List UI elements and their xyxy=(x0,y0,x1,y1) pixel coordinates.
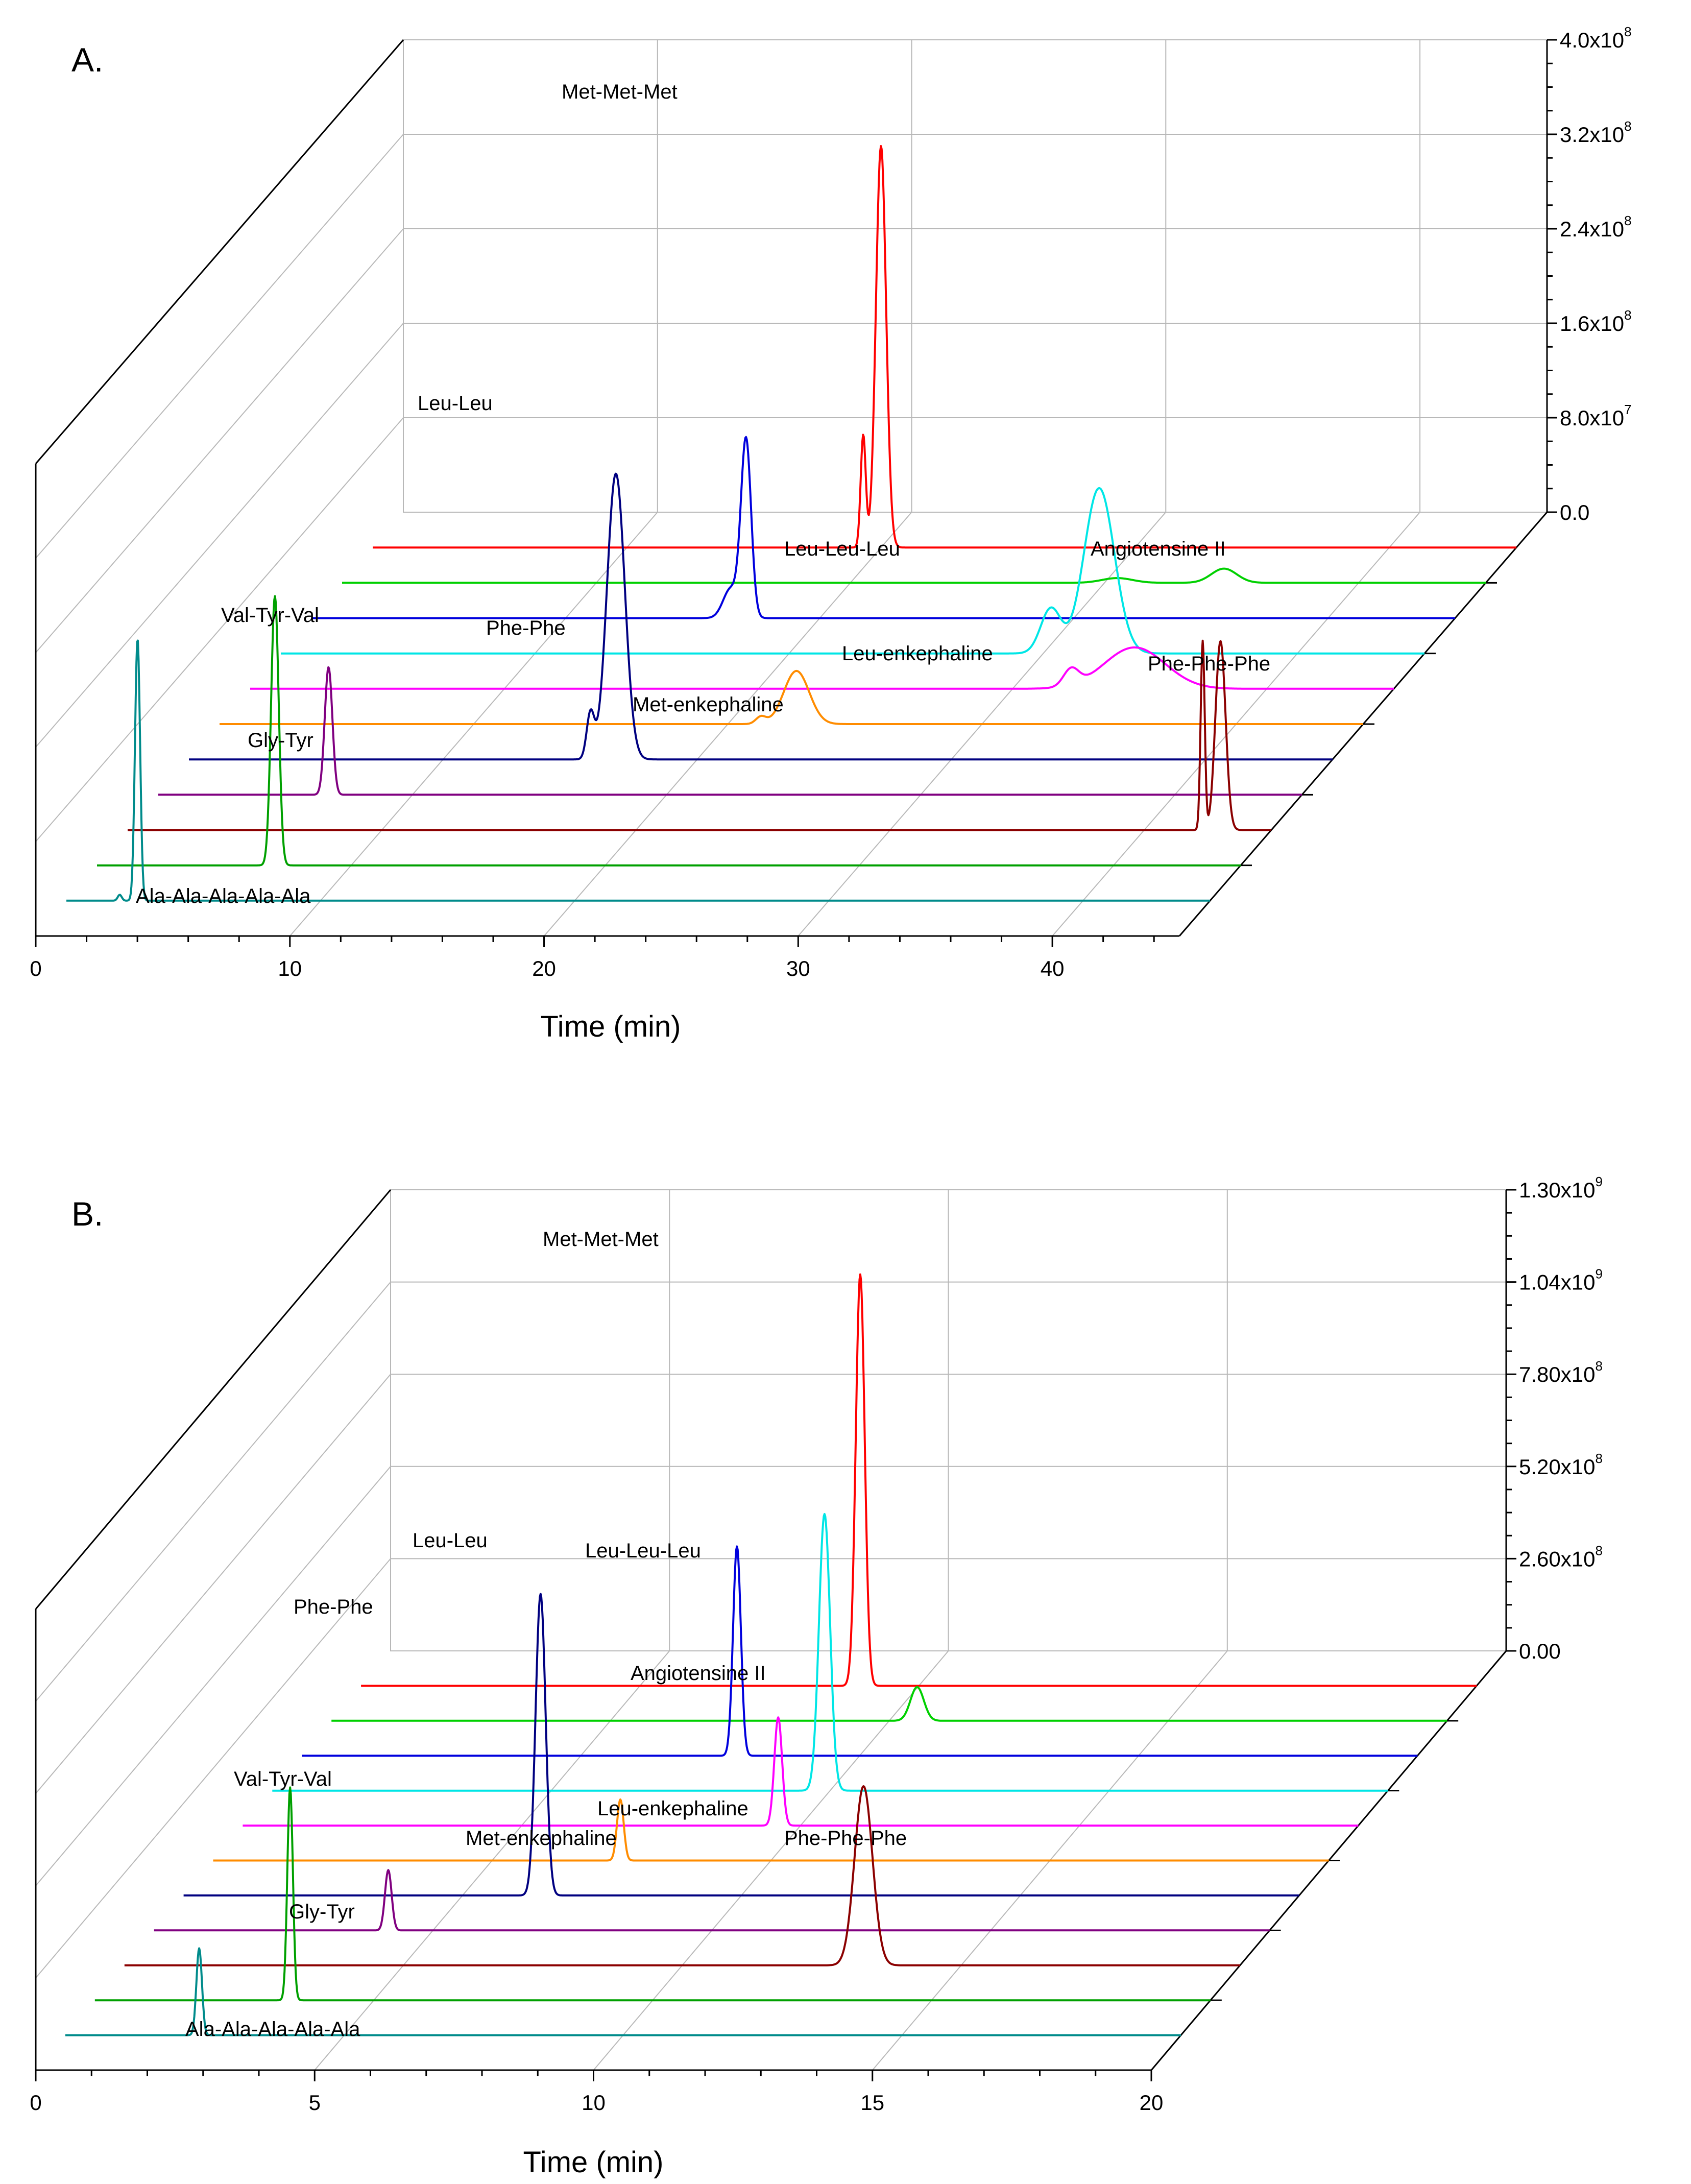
panel-b-back-wall xyxy=(390,1189,1507,1651)
panel-a-side-wall xyxy=(35,134,404,842)
x-tick-label: 0 xyxy=(30,2091,41,2115)
series-trace-met-enkephaline xyxy=(212,1798,1330,1862)
x-tick-label: 0 xyxy=(30,956,41,980)
panel-b-side-grid-2 xyxy=(35,1374,391,1794)
series-trace-phe-phe-phe xyxy=(127,639,1272,831)
panel-a-back-wall-frame xyxy=(403,39,1548,513)
panel-a-peak-label: Leu-Leu xyxy=(418,392,493,415)
panel-a-peak-label: Angiotensine II xyxy=(1091,538,1226,560)
series-trace-gly-tyr xyxy=(158,666,1302,796)
panel-a-peak-label: Phe-Phe xyxy=(486,617,566,639)
panel-a-y-tick-label: 1.6x108 xyxy=(1560,307,1632,335)
x-tick-label: 5 xyxy=(309,2091,321,2115)
panel-b-side-wall xyxy=(35,1281,391,1979)
panel-a-peak-labels: Met-Met-Met Leu-Leu Leu-Leu-Leu Angioten… xyxy=(136,81,1270,907)
panel-a-side-grid-4 xyxy=(35,417,404,842)
series-trace-phe-phe xyxy=(188,472,1333,761)
series-trace-val-tyr-val xyxy=(94,1786,1211,2002)
panel-a-x-ticks: 0 10 20 30 40 xyxy=(30,936,1155,980)
panel-b-peak-label: Angiotensine II xyxy=(631,1662,766,1685)
panel-b-peak-label: Leu-Leu xyxy=(413,1529,488,1552)
panel-b-y-tick-label: 1.30x109 xyxy=(1519,1174,1603,1202)
panel-a-peak-label: Leu-Leu-Leu xyxy=(784,538,900,560)
panel-a-peak-label: Val-Tyr-Val xyxy=(221,604,319,627)
panel-b-peak-label: Met-Met-Met xyxy=(543,1228,659,1251)
panel-a-peak-label: Gly-Tyr xyxy=(248,729,313,752)
panel-a-back-wall xyxy=(403,39,1548,513)
x-tick-label: 15 xyxy=(860,2091,884,2115)
panel-b-series xyxy=(65,1273,1477,2036)
series-trace-ala-ala-ala-ala-ala xyxy=(66,639,1211,902)
panel-b-peak-label: Met-enkephaline xyxy=(466,1827,617,1850)
x-tick-label: 20 xyxy=(1140,2091,1164,2115)
panel-b-peak-label: Phe-Phe-Phe xyxy=(784,1827,907,1850)
panel-b-y-tick-label: 2.60x108 xyxy=(1519,1543,1603,1571)
panel-a-y-tick-label: 4.0x108 xyxy=(1560,24,1632,52)
series-trace-ala-ala-ala-ala-ala xyxy=(65,1947,1181,2036)
panel-b-side-grid-4 xyxy=(35,1558,391,1979)
panel-a-frame-top-left xyxy=(35,39,404,464)
panel-b-y-tick-label: 5.20x108 xyxy=(1519,1451,1603,1479)
panel-b-side-grid-3 xyxy=(35,1466,391,1886)
panel-b-peak-label: Val-Tyr-Val xyxy=(234,1768,332,1790)
panel-b-frame-top-left xyxy=(35,1189,392,1610)
panel-a: A. xyxy=(30,24,1631,1043)
panel-a-y-tick-label: 0.0 xyxy=(1560,500,1589,524)
series-trace-leu-leu-leu xyxy=(280,487,1425,655)
panel-b-peak-label: Gly-Tyr xyxy=(289,1901,355,1923)
panel-b-peak-label: Leu-Leu-Leu xyxy=(585,1540,701,1562)
series-trace-met-enkephaline xyxy=(219,669,1364,725)
x-tick-label: 10 xyxy=(582,2091,606,2115)
panel-a-label: A. xyxy=(71,41,103,79)
x-tick-label: 40 xyxy=(1041,956,1065,980)
series-trace-leu-leu-leu xyxy=(272,1513,1388,1792)
panel-a-side-grid-3 xyxy=(35,323,404,748)
x-tick-label: 10 xyxy=(278,956,302,980)
panel-a-peak-label: Met-enkephaline xyxy=(633,693,784,716)
panel-a-y-ticks: 0.0 8.0x107 1.6x108 2.4x108 3.2x108 4.0x… xyxy=(1547,24,1632,524)
panel-b-label: B. xyxy=(71,1195,103,1233)
panel-b-y-tick-label: 0.00 xyxy=(1519,1639,1561,1663)
panel-a-side-grid-1 xyxy=(35,134,404,559)
series-trace-leu-leu xyxy=(301,1545,1418,1757)
panel-b-peak-label: Phe-Phe xyxy=(294,1596,373,1618)
panel-a-peak-label: Ala-Ala-Ala-Ala-Ala xyxy=(136,885,311,907)
series-trace-phe-phe-phe xyxy=(124,1785,1241,1966)
panel-a-peak-label: Met-Met-Met xyxy=(562,81,678,103)
series-trace-angiotensine-ii xyxy=(342,567,1486,584)
x-tick-label: 30 xyxy=(786,956,810,980)
series-trace-phe-phe xyxy=(183,1593,1300,1897)
series-trace-gly-tyr xyxy=(154,1869,1270,1932)
panel-b-frame xyxy=(35,1189,1507,2071)
panel-a-y-tick-label: 3.2x108 xyxy=(1560,118,1632,147)
panel-b-peak-label: Ala-Ala-Ala-Ala-Ala xyxy=(185,2018,360,2041)
panel-a-peak-label: Phe-Phe-Phe xyxy=(1148,653,1270,675)
panel-a-side-grid-2 xyxy=(35,228,404,653)
panel-b-y-tick-label: 1.04x109 xyxy=(1519,1266,1603,1294)
panel-b-x-axis-title: Time (min) xyxy=(523,2146,664,2179)
panel-b-peak-labels: Met-Met-Met Leu-Leu Leu-Leu-Leu Phe-Phe … xyxy=(185,1228,907,2041)
panel-a-y-tick-label: 2.4x108 xyxy=(1560,213,1632,241)
panel-b-depth-ticks xyxy=(1210,1720,1459,2001)
x-tick-label: 20 xyxy=(532,956,556,980)
panel-a-x-axis-title: Time (min) xyxy=(541,1010,681,1043)
series-trace-leu-leu xyxy=(311,436,1456,619)
series-trace-met-met-met xyxy=(372,145,1517,549)
panel-b-x-ticks: 0 5 10 15 20 xyxy=(30,2070,1163,2115)
panel-a-y-tick-label: 8.0x107 xyxy=(1560,402,1632,430)
series-trace-met-met-met xyxy=(360,1273,1477,1687)
panel-a-series xyxy=(66,145,1517,902)
panel-a-frame xyxy=(35,39,1548,937)
panel-a-peak-label: Leu-enkephaline xyxy=(842,642,993,665)
panel-a-depth-ticks xyxy=(1241,582,1497,867)
series-trace-leu-enkephaline xyxy=(242,1716,1359,1827)
series-trace-val-tyr-val xyxy=(96,595,1241,867)
panel-b-side-grid-1 xyxy=(35,1281,391,1702)
panel-b-peak-label: Leu-enkephaline xyxy=(597,1797,748,1820)
panel-b-y-ticks: 0.00 2.60x108 5.20x108 7.80x108 1.04x109… xyxy=(1506,1174,1603,1663)
panel-b-y-tick-label: 7.80x108 xyxy=(1519,1358,1603,1386)
series-trace-angiotensine-ii xyxy=(331,1686,1447,1722)
